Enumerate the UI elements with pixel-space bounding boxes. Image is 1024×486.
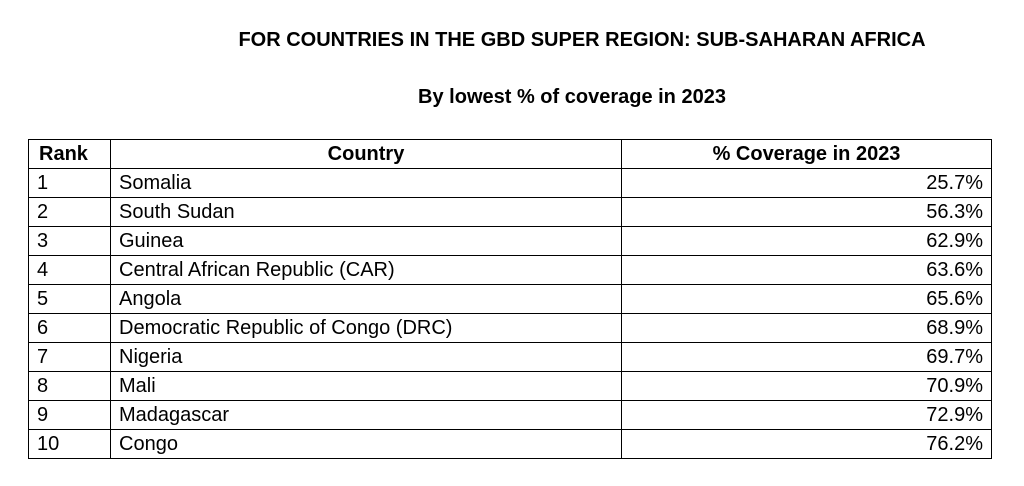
table-row: 6 Democratic Republic of Congo (DRC) 68.… <box>28 313 992 343</box>
coverage-cell: 62.9% <box>621 226 992 256</box>
coverage-cell: 63.6% <box>621 255 992 285</box>
coverage-cell: 25.7% <box>621 168 992 198</box>
table-body: 1 Somalia 25.7% 2 South Sudan 56.3% 3 Gu… <box>28 168 992 459</box>
rank-cell: 7 <box>28 342 111 372</box>
country-cell: Angola <box>110 284 622 314</box>
coverage-cell: 70.9% <box>621 371 992 401</box>
table-row: 10 Congo 76.2% <box>28 429 992 459</box>
rank-cell: 9 <box>28 400 111 430</box>
rank-cell: 3 <box>28 226 111 256</box>
table-row: 9 Madagascar 72.9% <box>28 400 992 430</box>
country-cell: Mali <box>110 371 622 401</box>
rank-cell: 5 <box>28 284 111 314</box>
table-row: 8 Mali 70.9% <box>28 371 992 401</box>
column-header-coverage: % Coverage in 2023 <box>621 139 992 169</box>
coverage-cell: 69.7% <box>621 342 992 372</box>
coverage-cell: 68.9% <box>621 313 992 343</box>
coverage-cell: 72.9% <box>621 400 992 430</box>
rank-cell: 10 <box>28 429 111 459</box>
column-header-rank: Rank <box>28 139 111 169</box>
country-cell: Somalia <box>110 168 622 198</box>
rank-cell: 6 <box>28 313 111 343</box>
rank-cell: 1 <box>28 168 111 198</box>
table-row: 7 Nigeria 69.7% <box>28 342 992 372</box>
rank-cell: 4 <box>28 255 111 285</box>
coverage-cell: 76.2% <box>621 429 992 459</box>
country-cell: Madagascar <box>110 400 622 430</box>
country-cell: Nigeria <box>110 342 622 372</box>
country-cell: Congo <box>110 429 622 459</box>
coverage-cell: 56.3% <box>621 197 992 227</box>
coverage-ranking-table: Rank Country % Coverage in 2023 1 Somali… <box>28 139 992 459</box>
coverage-cell: 65.6% <box>621 284 992 314</box>
table-header: Rank Country % Coverage in 2023 <box>28 139 992 169</box>
table-header-row: Rank Country % Coverage in 2023 <box>28 139 992 169</box>
table-row: 4 Central African Republic (CAR) 63.6% <box>28 255 992 285</box>
page-subtitle: By lowest % of coverage in 2023 <box>418 86 726 108</box>
country-cell: Central African Republic (CAR) <box>110 255 622 285</box>
rank-cell: 2 <box>28 197 111 227</box>
table-row: 1 Somalia 25.7% <box>28 168 992 198</box>
column-header-country: Country <box>110 139 622 169</box>
page-title: FOR COUNTRIES IN THE GBD SUPER REGION: S… <box>238 29 926 51</box>
country-cell: Democratic Republic of Congo (DRC) <box>110 313 622 343</box>
table-row: 2 South Sudan 56.3% <box>28 197 992 227</box>
rank-cell: 8 <box>28 371 111 401</box>
country-cell: South Sudan <box>110 197 622 227</box>
table-row: 5 Angola 65.6% <box>28 284 992 314</box>
country-cell: Guinea <box>110 226 622 256</box>
table-row: 3 Guinea 62.9% <box>28 226 992 256</box>
